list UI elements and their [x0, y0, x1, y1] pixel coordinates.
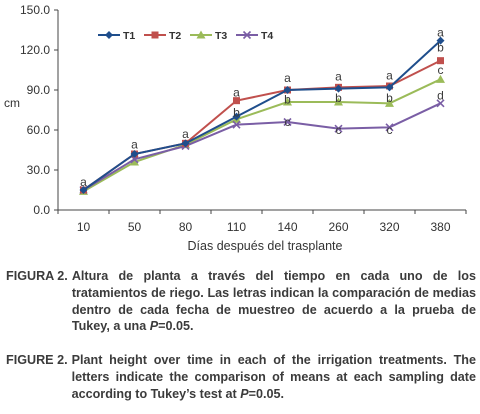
tukey-letter: b [335, 91, 342, 105]
data-point-t3 [436, 74, 445, 83]
legend-marker-t2 [151, 31, 159, 39]
data-point-t3 [283, 97, 292, 106]
caption-label-en: FIGURE 2. [6, 353, 68, 367]
legend-marker-t3 [196, 30, 206, 39]
x-tick-label: 260 [328, 220, 348, 234]
data-point-t3 [385, 98, 394, 107]
x-tick-label: 50 [128, 220, 142, 234]
data-point-t4 [283, 117, 292, 127]
tukey-letter: a [437, 26, 444, 40]
x-tick-label: 80 [179, 220, 193, 234]
data-point-t3 [334, 97, 343, 106]
tukey-letter: b [233, 106, 240, 120]
series-line-t3 [83, 78, 441, 193]
data-point-t1 [79, 186, 88, 194]
x-axis-ticks: 10 50 80 110 140 260 320 380 [57, 210, 467, 234]
legend-marker-t4 [242, 30, 252, 40]
caption-text-es: Altura de planta a través del tiempo en … [71, 269, 476, 334]
y-tick-label: 90.0 [27, 83, 51, 97]
caption-label-es: FIGURA 2. [6, 269, 68, 283]
tukey-letter: c [387, 123, 393, 137]
y-axis-ticks: 0.0 30.0 60.0 90.0 120.0 150.0 [20, 3, 58, 217]
plant-height-chart: 0.0 30.0 60.0 90.0 120.0 150.0 10 50 80 110 140 26… [4, 3, 467, 253]
data-point-t1 [385, 83, 394, 92]
data-point-t1 [436, 36, 445, 45]
legend-marker-t1 [105, 31, 113, 39]
data-point-t4 [334, 124, 343, 133]
tukey-letter: c [336, 123, 342, 137]
x-tick-label: 380 [430, 220, 450, 234]
tukey-letter: a [182, 127, 189, 141]
data-point-t3 [130, 157, 139, 166]
x-tick-label: 140 [277, 220, 297, 234]
series-line-t1 [82, 39, 442, 191]
y-tick-label: 30.0 [27, 163, 51, 177]
data-point-t1 [181, 139, 190, 148]
data-point-t1 [130, 150, 139, 158]
data-point-t1 [232, 112, 241, 121]
legend-label-t4: T4 [261, 30, 273, 42]
tukey-letter: a [284, 71, 291, 85]
data-point-t4 [385, 123, 394, 132]
caption-text-en: Plant height over time in each of the ir… [71, 353, 476, 401]
figure-caption-spanish: FIGURA 2. Altura de planta a través del … [6, 268, 476, 335]
chart-series [79, 36, 445, 195]
data-point-t1 [283, 86, 292, 94]
tukey-letter: b [437, 40, 444, 54]
x-axis-label: Días después del trasplante [188, 239, 343, 253]
x-tick-label: 10 [77, 220, 91, 234]
tukey-letter: a [233, 86, 240, 100]
data-point-t4 [232, 120, 241, 129]
y-tick-label: 60.0 [27, 123, 51, 137]
figure-caption-english: FIGURE 2. Plant height over time in each… [6, 352, 476, 402]
tukey-letter: a [386, 68, 393, 82]
x-tick-label: 320 [379, 220, 399, 234]
series-line-t4 [82, 102, 441, 191]
y-tick-label: 120.0 [20, 43, 50, 57]
tukey-letter: d [437, 88, 444, 102]
y-tick-label: 0.0 [33, 203, 50, 217]
data-point-t2 [437, 57, 444, 65]
tukey-letter: c [285, 115, 291, 129]
data-point-t2 [233, 97, 240, 105]
legend-label-t3: T3 [215, 30, 227, 42]
y-axis-label: cm [4, 96, 20, 110]
legend-label-t1: T1 [123, 30, 135, 42]
tukey-letter: b [284, 92, 291, 106]
y-tick-label: 150.0 [20, 3, 50, 17]
chart-legend: T1 T2 T3 T4 [98, 30, 273, 42]
tukey-letter: b [386, 91, 393, 105]
tukey-letter: a [80, 175, 87, 189]
data-point-t1 [334, 84, 343, 93]
tukey-letter: c [438, 63, 444, 77]
tukey-letter: a [131, 138, 138, 152]
tukey-letter: a [335, 70, 342, 84]
legend-label-t2: T2 [169, 30, 181, 42]
data-point-t4 [436, 99, 445, 108]
x-tick-label: 110 [227, 220, 246, 234]
